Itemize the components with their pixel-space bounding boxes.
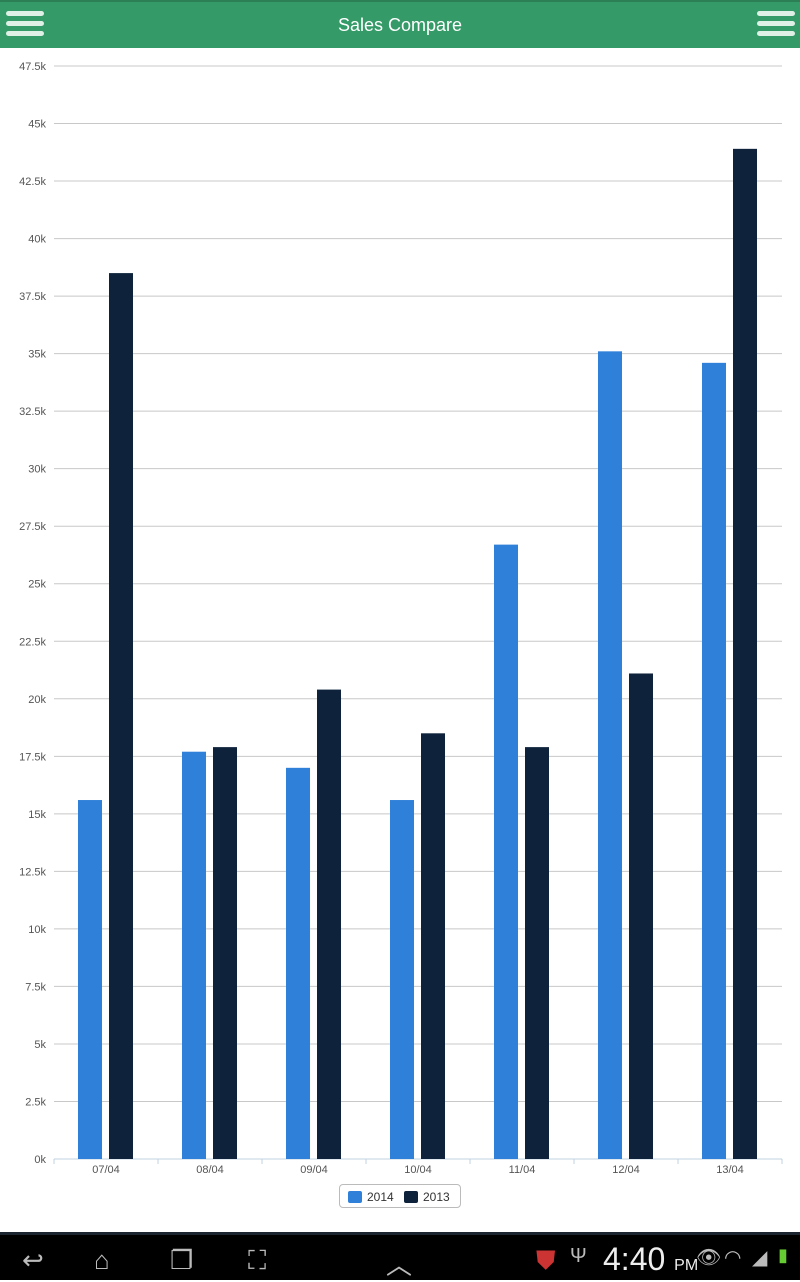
eye-icon: 👁 (696, 1247, 722, 1269)
signal-icon: ◢ (752, 1247, 768, 1269)
back-icon[interactable]: ↩ (22, 1245, 44, 1275)
y-tick-label: 7.5k (25, 981, 46, 993)
bar-2013-08-04 (213, 747, 237, 1159)
recent-apps-icon[interactable]: ❐ (170, 1245, 194, 1275)
usb-icon: Ψ (570, 1245, 587, 1267)
bar-2014-11-04 (494, 544, 518, 1159)
x-tick-label: 07/04 (92, 1164, 120, 1176)
y-tick-label: 32.5k (19, 406, 46, 418)
y-tick-label: 42.5k (19, 176, 46, 188)
x-tick-label: 10/04 (404, 1164, 432, 1176)
battery-icon: ▮ (778, 1245, 788, 1265)
y-tick-label: 40k (28, 234, 46, 246)
bar-2013-13-04 (733, 148, 757, 1159)
y-tick-label: 37.5k (19, 291, 46, 303)
y-tick-label: 45k (28, 119, 46, 131)
y-tick-label: 25k (28, 579, 46, 591)
screenshot-icon[interactable]: ⛶ (248, 1245, 267, 1275)
bar-2014-08-04 (182, 751, 206, 1159)
bar-2013-07-04 (109, 273, 133, 1159)
bar-2014-10-04 (390, 800, 414, 1159)
right-menu-button[interactable] (757, 11, 795, 41)
y-tick-label: 30k (28, 464, 46, 476)
bar-2014-07-04 (78, 800, 102, 1159)
clock: 4:40 PM (603, 1241, 699, 1277)
y-tick-label: 17.5k (19, 751, 46, 763)
x-tick-label: 09/04 (300, 1164, 328, 1176)
y-tick-label: 20k (28, 694, 46, 706)
y-tick-label: 0k (34, 1154, 46, 1166)
x-tick-label: 13/04 (716, 1164, 744, 1176)
y-tick-label: 2.5k (25, 1096, 46, 1108)
y-tick-label: 10k (28, 924, 46, 936)
bar-2014-13-04 (702, 362, 726, 1159)
bar-2013-09-04 (317, 689, 341, 1159)
legend-label: 2014 (367, 1190, 394, 1204)
chevron-up-icon[interactable]: ︿ (386, 1250, 413, 1280)
y-tick-label: 22.5k (19, 636, 46, 648)
bar-2014-09-04 (286, 767, 310, 1159)
y-tick-label: 15k (28, 809, 46, 821)
y-tick-label: 27.5k (19, 521, 46, 533)
y-tick-label: 12.5k (19, 866, 46, 878)
y-tick-label: 47.5k (19, 61, 46, 73)
page-title: Sales Compare (337, 15, 463, 35)
y-tick-label: 35k (28, 349, 46, 361)
security-shield-icon: ⛊ (536, 1245, 556, 1275)
x-tick-label: 12/04 (612, 1164, 640, 1176)
left-menu-button[interactable] (6, 11, 44, 41)
y-tick-label: 5k (34, 1039, 46, 1051)
legend-item-2014[interactable]: 2014 (348, 1190, 394, 1204)
bar-2013-11-04 (525, 747, 549, 1159)
x-tick-label: 11/04 (509, 1164, 536, 1176)
chart-legend: 2014 2013 (339, 1184, 461, 1208)
x-tick-label: 08/04 (196, 1164, 224, 1176)
wifi-icon: ◠ (724, 1247, 742, 1269)
system-navigation-bar: ↩ ⌂ ❐ ⛶ ︿ ⛊ Ψ 4:40 PM 👁 ◠ ◢ ▮ (0, 1232, 800, 1280)
legend-label: 2013 (423, 1190, 450, 1204)
app-header: Sales Compare (0, 0, 800, 48)
bar-chart: 0k 2.5k 5k 7.5k 10k 12.5k 15k 17.5k 20k 22.5k 25k 2… (19, 61, 783, 1176)
bar-2013-10-04 (421, 733, 445, 1159)
bar-2014-12-04 (598, 351, 622, 1159)
legend-item-2013[interactable]: 2013 (404, 1190, 450, 1204)
bar-2013-12-04 (629, 673, 653, 1159)
home-icon[interactable]: ⌂ (94, 1245, 110, 1275)
